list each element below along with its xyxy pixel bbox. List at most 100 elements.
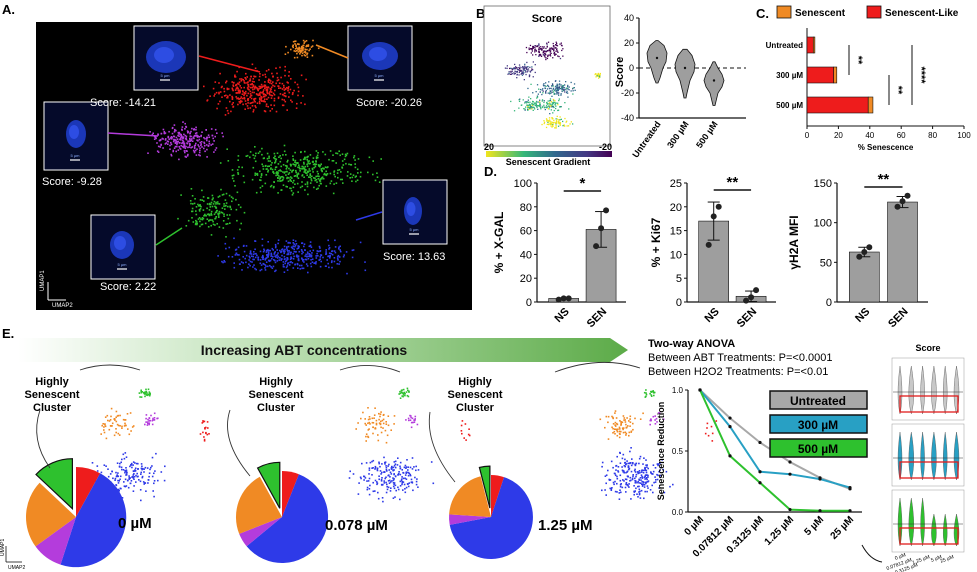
umap-e-point [379, 413, 382, 415]
umap-b-point [551, 106, 553, 108]
pie-slice-orange [235, 476, 282, 534]
umap-b-point [521, 72, 524, 74]
umap-a-point [206, 213, 209, 216]
umap-e-point [135, 481, 137, 483]
umap-b-point [546, 88, 549, 90]
umap-e-point [638, 462, 640, 465]
umap-b-point [519, 66, 521, 68]
umap-a-point [284, 100, 287, 103]
umap-e-point [623, 480, 625, 482]
umap-b-point [545, 85, 547, 87]
score-label-2: Score: -20.26 [356, 97, 422, 109]
umap-a-point [247, 98, 250, 100]
umap-e-point [389, 481, 392, 483]
umap-a-point [193, 145, 196, 147]
umap-b-point [551, 104, 553, 106]
umap-a-point [305, 172, 308, 174]
umap-a-point [259, 259, 262, 261]
umap-e-point [638, 457, 641, 460]
umap-a-point [263, 110, 266, 112]
umap-a-point [320, 169, 323, 171]
umap-e-point [412, 489, 414, 492]
umap-b-point [532, 46, 535, 48]
umap-e-point [153, 482, 155, 485]
umap-a-point [317, 173, 319, 175]
umap-b-point [536, 106, 538, 109]
umap-e-point [128, 477, 131, 479]
umap-e-point [361, 462, 363, 465]
umap-e-point [620, 421, 622, 423]
mini-violin [908, 497, 914, 547]
umap-a-point [299, 47, 301, 50]
umap-a-point [273, 181, 275, 183]
umap-a-point [182, 121, 184, 123]
gradient-caption: Senescent Gradient [506, 157, 591, 167]
umap-e-point [616, 477, 619, 480]
umap-a-point [218, 212, 221, 215]
umap-b-point [546, 119, 548, 121]
umap-a-point [306, 48, 308, 51]
umap-e-point [117, 488, 119, 491]
umap-a-point [283, 99, 285, 101]
umap-a-point [156, 150, 159, 152]
umap-a-point [213, 140, 215, 142]
umap-a-point [318, 165, 320, 167]
umap-a-point [285, 240, 288, 242]
umap-b-point [545, 50, 547, 52]
umap-b-point [524, 63, 526, 65]
umap-a-point [279, 180, 281, 182]
umap-e-point [635, 487, 637, 490]
umap-e-point [117, 432, 120, 435]
umap-a-point [319, 256, 322, 258]
umap-b-point [554, 54, 556, 56]
umap-e-point [368, 473, 370, 475]
umap-b-point [509, 73, 511, 75]
umap-a-point [333, 171, 335, 173]
umap-a-point [227, 205, 229, 208]
umap-a-point [331, 253, 334, 256]
umap-a-point [264, 73, 266, 76]
umap-e-point [608, 478, 610, 481]
umap-a-point [212, 87, 215, 90]
umap-e-point [612, 427, 614, 430]
umap-a-point [201, 223, 204, 226]
line-x-tick-label: 0 µM [682, 514, 706, 538]
umap-e-point [393, 482, 396, 484]
umap-a-point [210, 128, 213, 130]
umap-a-point [320, 168, 323, 170]
umap-b-point [528, 48, 530, 51]
umap-e-point [635, 462, 638, 465]
significance-stars: ** [892, 86, 904, 95]
umap-b-point [563, 89, 565, 91]
violin-y-tick-label: -20 [621, 88, 634, 98]
umap-b-point [561, 90, 563, 93]
line-to-violin-arrow [861, 544, 883, 563]
umap-a-point [233, 262, 235, 264]
umap-e-point [622, 431, 625, 434]
umap-a-point [325, 170, 327, 173]
pie-slice-green [256, 461, 281, 509]
umap-a-point [269, 249, 271, 252]
umap-a-point [287, 159, 289, 162]
umap-e-point [385, 421, 387, 423]
pie-slice-blue [449, 477, 533, 560]
umap-a-point [310, 265, 313, 268]
umap-a-point [169, 137, 172, 139]
pie-charts [26, 458, 533, 568]
umap-a-point [251, 80, 254, 83]
umap-e-point [385, 491, 388, 494]
umap-a-point [238, 92, 241, 94]
umap-a-point [189, 144, 191, 147]
umap-a-point [300, 249, 303, 251]
umap-a-point [317, 152, 319, 154]
umap-a-point [253, 251, 255, 253]
umap-e-point [393, 487, 396, 490]
umap-e-point [129, 412, 132, 414]
umap-a-point [217, 212, 219, 215]
umap-e-point [127, 486, 130, 489]
umap-a-point [186, 155, 189, 157]
umap-e-point [111, 470, 113, 473]
umap-a-point [219, 91, 222, 93]
umap-e-point [103, 429, 105, 431]
